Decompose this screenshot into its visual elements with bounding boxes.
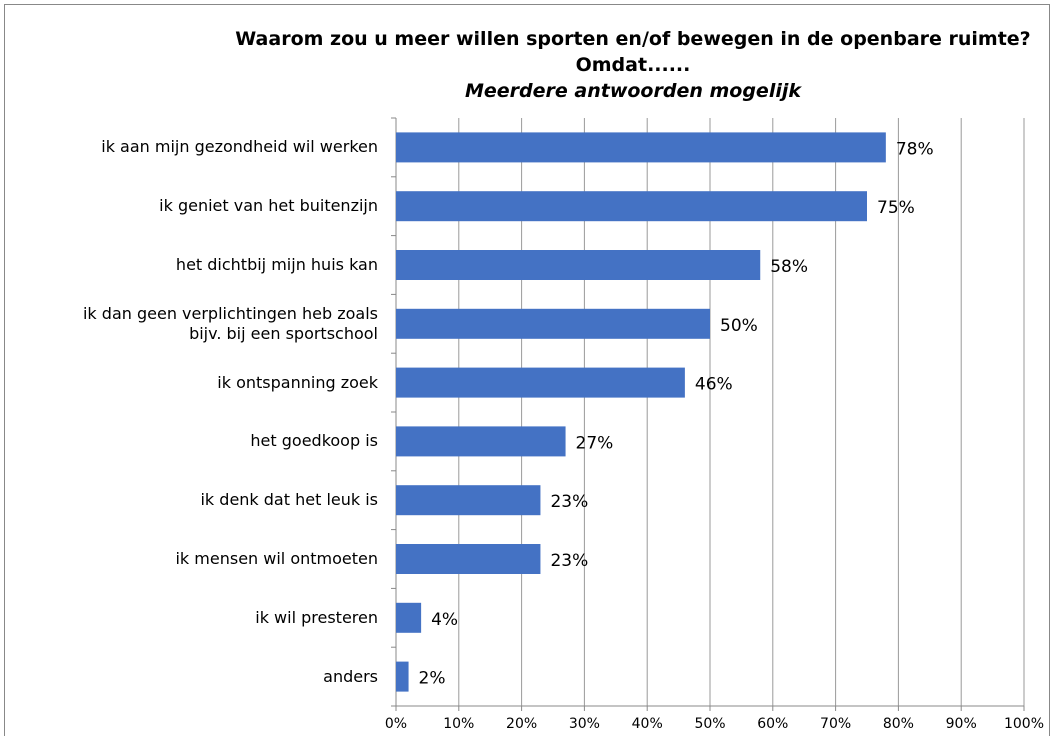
y-tick-label: het dichtbij mijn huis kan xyxy=(175,255,378,274)
y-tick-label: ik ontspanning zoek xyxy=(217,372,378,392)
bar xyxy=(396,308,710,339)
y-tick-label: ik geniet van het buitenzijn xyxy=(159,196,378,216)
chart-title: Waarom zou u meer willen sporten en/of b… xyxy=(235,28,1031,76)
x-tick-label: 70% xyxy=(820,716,851,732)
bar xyxy=(396,426,566,457)
data-label: 46% xyxy=(695,375,733,395)
y-tick-label: ik mensen wil ontmoeten xyxy=(175,549,378,568)
x-tick-label: 90% xyxy=(946,716,977,732)
bar xyxy=(396,485,541,516)
bar xyxy=(396,661,409,692)
data-label: 23% xyxy=(550,492,588,512)
bar xyxy=(396,367,685,398)
data-label: 78% xyxy=(896,139,934,159)
data-label: 4% xyxy=(431,610,458,630)
bar xyxy=(396,250,761,280)
x-tick-label: 0% xyxy=(385,716,407,732)
y-tick-label: ik aan mijn gezondheid wil werken xyxy=(101,137,378,157)
bar xyxy=(396,191,867,222)
chart-subtitle: Meerdere antwoorden mogelijk xyxy=(464,80,801,102)
data-label: 27% xyxy=(576,433,614,453)
x-tick-label: 10% xyxy=(443,716,474,732)
chart-border xyxy=(4,4,1050,736)
data-label: 75% xyxy=(877,198,915,218)
x-tick-label: 100% xyxy=(1004,716,1044,732)
y-tick-label: ik dan geen verplichtingen heb zoals bij… xyxy=(82,303,378,343)
y-tick-label: ik wil presteren xyxy=(255,607,378,627)
y-tick-label: het goedkoop is xyxy=(250,431,378,451)
y-tick-label: anders xyxy=(323,666,378,686)
data-label: 2% xyxy=(419,669,446,689)
x-tick-label: 30% xyxy=(569,716,600,732)
data-label: 23% xyxy=(550,551,588,571)
x-tick-label: 20% xyxy=(506,716,537,732)
y-tick-label: ik denk dat het leuk is xyxy=(200,490,378,510)
bar xyxy=(396,602,422,633)
x-tick-label: 40% xyxy=(632,716,663,732)
data-label: 50% xyxy=(720,316,758,336)
bar xyxy=(396,544,541,574)
bar xyxy=(396,132,886,163)
data-label: 58% xyxy=(770,257,808,277)
x-tick-label: 50% xyxy=(694,716,725,732)
x-tick-label: 60% xyxy=(757,716,788,732)
x-tick-label: 80% xyxy=(883,716,914,732)
